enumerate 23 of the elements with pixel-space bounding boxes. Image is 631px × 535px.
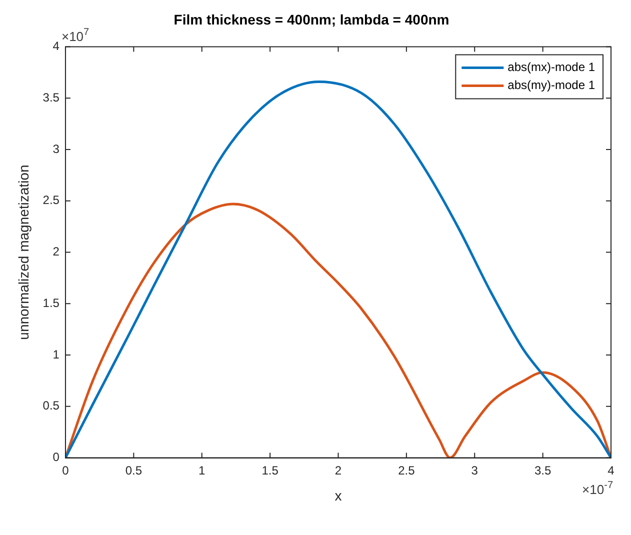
legend-label: abs(my)-mode 1 [508,78,596,92]
x-tick-label: 1.5 [262,463,279,478]
y-tick-label: 1.5 [42,296,60,310]
x-tick-label: 3 [471,463,478,478]
y-tick-label: 0 [52,450,60,464]
x-tick-label: 4 [608,463,615,478]
y-tick-label: 2 [52,244,60,259]
y-tick-label: 4 [52,39,60,54]
x-axis-title: x [334,487,342,504]
x-tick-label: 1 [198,463,206,478]
y-tick-label: 3 [52,142,60,156]
y-tick-label: 0.5 [42,398,60,413]
y-axis-title: unnormalized magnetization [15,164,32,340]
x-tick-label: 2 [334,463,342,478]
chart-title: Film thickness = 400nm; lambda = 400nm [174,11,450,28]
y-tick-label: 3.5 [42,90,60,104]
x-tick-label: 0.5 [125,463,142,478]
y-tick-label: 1 [52,347,60,362]
x-tick-label: 0 [62,463,70,478]
legend-label: abs(mx)-mode 1 [508,60,596,74]
x-tick-label: 3.5 [534,463,552,478]
y-tick-label: 2.5 [42,193,60,208]
x-tick-label: 2.5 [398,463,416,478]
